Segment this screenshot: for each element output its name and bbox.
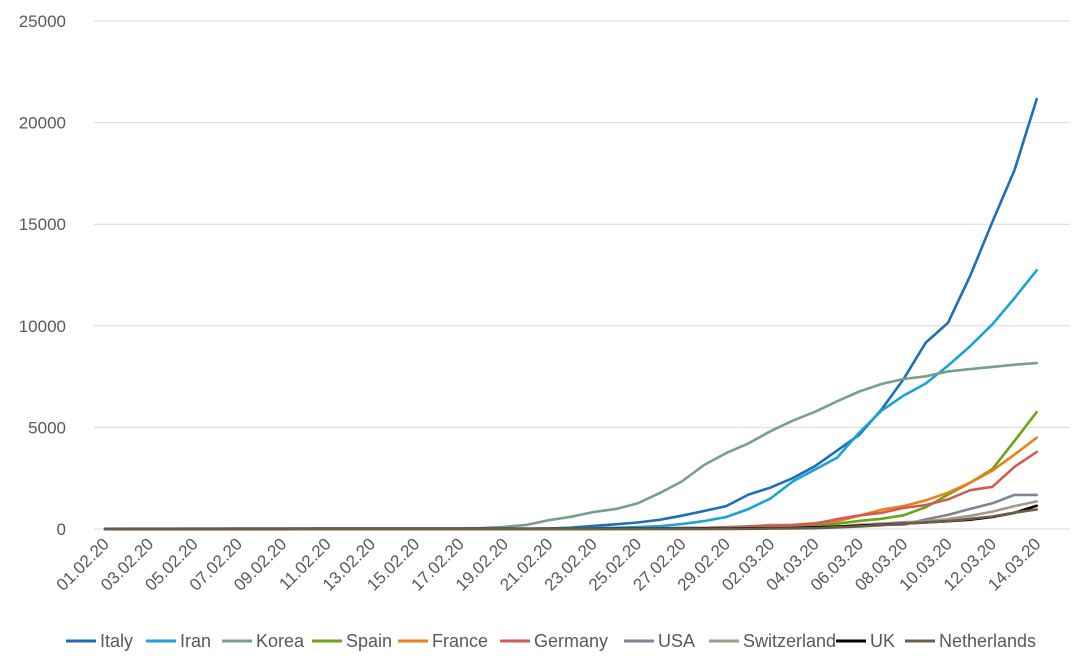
gridlines: [94, 20, 1070, 428]
legend-label-uk: UK: [870, 631, 895, 651]
legend-label-iran: Iran: [180, 631, 211, 651]
legend-label-korea: Korea: [256, 631, 305, 651]
legend-label-netherlands: Netherlands: [939, 631, 1036, 651]
series-lines: [103, 97, 1038, 531]
x-axis-ticks: 01.02.2003.02.2005.02.2007.02.2009.02.20…: [53, 534, 1045, 594]
legend-label-germany: Germany: [534, 631, 608, 651]
legend-label-spain: Spain: [346, 631, 392, 651]
legend-label-switzerland: Switzerland: [743, 631, 836, 651]
series-line-iran: [103, 269, 1038, 531]
y-tick-label: 15000: [19, 215, 66, 234]
y-tick-label: 25000: [19, 12, 66, 31]
series-line-netherlands: [103, 508, 1038, 531]
legend: Italy Iran Korea Spain France Germany USA Switz…: [66, 631, 1036, 651]
y-tick-label: 10000: [19, 317, 66, 336]
series-line-italy: [103, 97, 1038, 531]
legend-label-usa: USA: [658, 631, 695, 651]
series-line-spain: [103, 410, 1038, 531]
y-tick-label: 20000: [19, 114, 66, 133]
legend-label-italy: Italy: [100, 631, 133, 651]
y-tick-label: 5000: [28, 418, 66, 437]
legend-label-france: France: [432, 631, 488, 651]
y-axis-ticks: 0 5000 10000 15000 20000 25000: [19, 12, 66, 539]
y-tick-label: 0: [57, 520, 66, 539]
